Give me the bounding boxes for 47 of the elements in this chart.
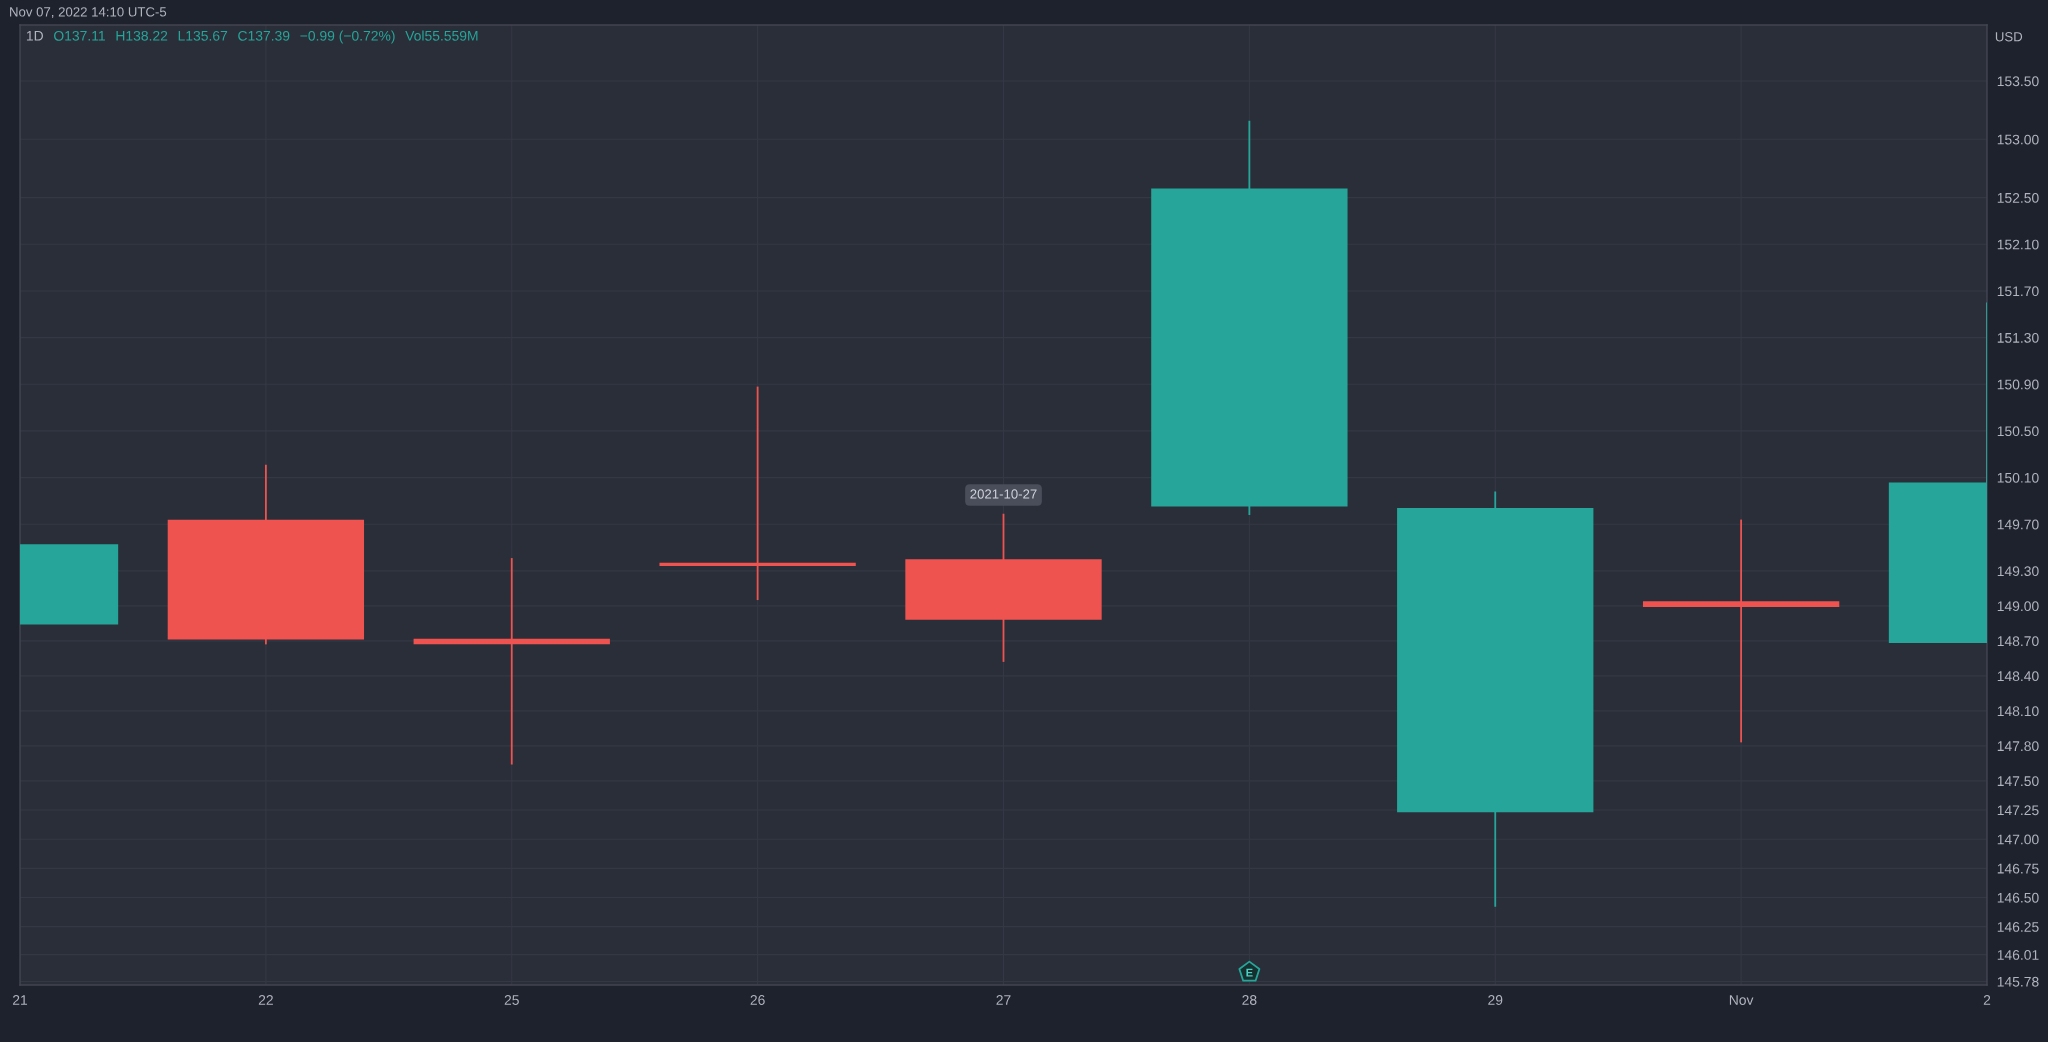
y-tick-label: 149.70 <box>1997 519 2039 530</box>
y-tick-label: 152.50 <box>1997 192 2039 203</box>
annotation: 2021-10-27 <box>970 489 1037 499</box>
y-tick-label: 150.10 <box>1997 472 2039 483</box>
y-tick-label: 148.10 <box>1997 706 2039 717</box>
candlestick <box>659 385 856 601</box>
annotation: Vol55.559M <box>405 30 478 41</box>
candlestick <box>1642 518 1840 744</box>
y-tick-label: 153.50 <box>1997 76 2039 87</box>
annotation: E <box>1246 968 1253 977</box>
y-tick-label: 153.00 <box>1997 134 2039 145</box>
y-tick-label: 149.00 <box>1997 601 2039 612</box>
y-tick-label: 147.00 <box>1997 834 2039 845</box>
y-tick-label: 147.80 <box>1997 741 2039 752</box>
annotation: −0.99 (−0.72%) <box>300 30 395 44</box>
y-tick-label: 148.40 <box>1997 671 2039 682</box>
y-tick-label: 147.50 <box>1997 776 2039 787</box>
x-tick-label: 28 <box>1242 995 1257 1005</box>
x-tick-label: 26 <box>750 995 765 1005</box>
chart-subtitle: Nov 07, 2022 14:10 UTC-5 <box>10 7 167 19</box>
y-axis-title: USD <box>1995 32 2023 42</box>
x-tick-label: 2 <box>1983 995 1991 1005</box>
x-tick-label: 29 <box>1488 995 1503 1005</box>
annotation: L135.67 <box>178 30 228 41</box>
y-tick-label: 151.30 <box>1997 332 2039 343</box>
y-tick-label: 146.01 <box>1997 950 2039 960</box>
x-tick-label: 27 <box>996 995 1011 1005</box>
y-tick-label: 146.75 <box>1997 863 2039 874</box>
chart-title: 1D <box>26 31 43 41</box>
annotation: C137.39 <box>238 30 290 41</box>
x-tick-label: 25 <box>504 995 519 1005</box>
annotation: H138.22 <box>116 30 168 41</box>
candlestick <box>413 557 610 766</box>
annotation: O137.11 <box>54 30 105 41</box>
y-tick-label: 146.25 <box>1997 922 2039 932</box>
y-tick-label: 152.10 <box>1997 239 2039 250</box>
y-tick-label: 150.50 <box>1997 426 2039 437</box>
y-tick-label: 146.50 <box>1997 892 2039 903</box>
y-tick-label: 150.90 <box>1997 379 2039 390</box>
x-tick-label: Nov <box>1729 995 1754 1005</box>
y-tick-label: 147.25 <box>1997 805 2039 816</box>
y-tick-label: 149.30 <box>1997 566 2039 577</box>
y-tick-label: 151.70 <box>1997 286 2039 297</box>
y-tick-label: 145.78 <box>1997 976 2039 987</box>
y-tick-label: 148.70 <box>1997 636 2039 647</box>
x-tick-label: 22 <box>258 995 273 1005</box>
x-tick-label: 21 <box>12 995 28 1005</box>
